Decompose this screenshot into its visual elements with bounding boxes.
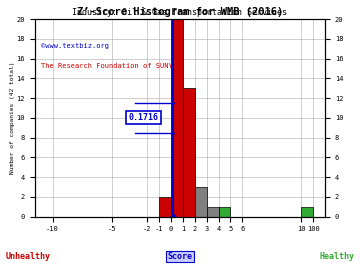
Text: 0.1716: 0.1716 (129, 113, 158, 122)
Title: Z’-Score Histogram for WMB (2016): Z’-Score Histogram for WMB (2016) (77, 7, 283, 17)
Bar (301, 207, 313, 217)
Bar (171, 19, 183, 217)
Bar (219, 207, 230, 217)
Bar (183, 88, 195, 217)
Text: ©www.textbiz.org: ©www.textbiz.org (41, 43, 109, 49)
Bar (207, 207, 219, 217)
Text: Healthy: Healthy (319, 252, 354, 261)
Bar (159, 197, 171, 217)
Text: Unhealthy: Unhealthy (6, 252, 51, 261)
Text: Score: Score (167, 252, 193, 261)
Text: The Research Foundation of SUNY: The Research Foundation of SUNY (41, 63, 172, 69)
Text: Industry: Oil & Gas Transportation Services: Industry: Oil & Gas Transportation Servi… (72, 8, 288, 17)
Y-axis label: Number of companies (42 total): Number of companies (42 total) (10, 62, 15, 174)
Bar (195, 187, 207, 217)
